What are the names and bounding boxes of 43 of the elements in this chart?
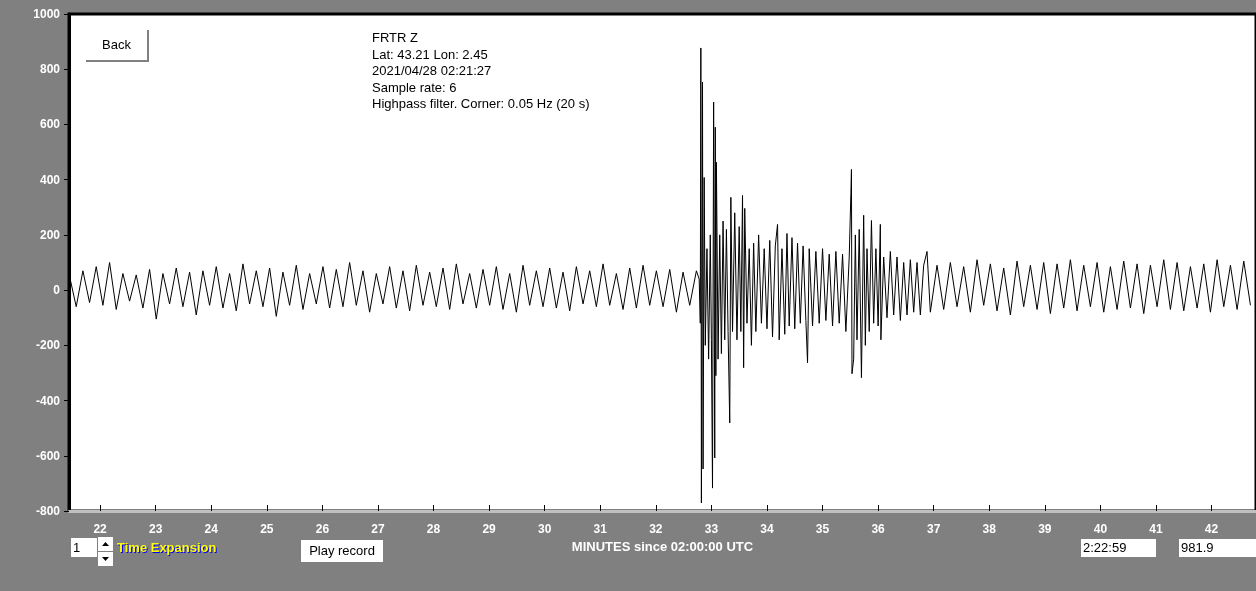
value-field[interactable]: 981.9 bbox=[1179, 539, 1256, 557]
time-field[interactable]: 2:22:59 bbox=[1081, 539, 1156, 557]
x-tick-label: 25 bbox=[260, 522, 274, 536]
x-tick-label: 42 bbox=[1204, 522, 1219, 536]
y-tick-label: 800 bbox=[39, 62, 61, 77]
y-tick-label: -200 bbox=[35, 338, 61, 353]
annotation: 2021/04/28 02:21:27 bbox=[372, 63, 492, 79]
x-tick-label: 37 bbox=[927, 522, 941, 536]
y-tick-label: -600 bbox=[35, 448, 61, 463]
back-button[interactable]: Back bbox=[86, 30, 149, 62]
y-tick-label: 1000 bbox=[33, 7, 61, 21]
x-tick-label: 31 bbox=[593, 522, 608, 536]
x-tick-label: 40 bbox=[1093, 522, 1108, 536]
x-tick-label: 35 bbox=[815, 522, 830, 536]
annotation: Sample rate: 6 bbox=[372, 79, 457, 96]
x-tick-label: 32 bbox=[649, 522, 663, 536]
x-tick-label: 28 bbox=[426, 522, 441, 536]
annotation: Lat: 43.21 Lon: 2.45 bbox=[372, 46, 488, 63]
x-tick-label: 34 bbox=[760, 522, 774, 536]
y-tick-label: 200 bbox=[39, 227, 61, 242]
annotation: FRTR Z bbox=[372, 30, 418, 46]
x-tick-label: 33 bbox=[704, 522, 719, 536]
text: Time Expansion bbox=[117, 539, 217, 557]
number-field[interactable]: 1 bbox=[71, 538, 97, 557]
x-tick-label: 26 bbox=[315, 522, 330, 536]
play-record-button[interactable]: Play record bbox=[301, 540, 383, 562]
x-tick-label: 30 bbox=[538, 522, 552, 536]
x-tick-label: 41 bbox=[1149, 522, 1163, 536]
y-tick-label: 600 bbox=[39, 117, 61, 132]
x-tick-label: 27 bbox=[371, 522, 385, 536]
y-tick-label: -800 bbox=[35, 504, 61, 518]
y-tick-label: 400 bbox=[39, 172, 61, 187]
x-tick-label: 36 bbox=[871, 522, 886, 536]
annotation: Highpass filter. Corner: 0.05 Hz (20 s) bbox=[372, 96, 590, 112]
x-tick-label: 39 bbox=[1038, 522, 1052, 536]
x-axis-title: MINUTES since 02:00:00 UTC bbox=[571, 538, 754, 554]
y-tick-label: 0 bbox=[53, 283, 61, 298]
x-tick-label: 22 bbox=[93, 522, 108, 536]
x-tick-label: 29 bbox=[482, 522, 497, 536]
x-tick-label: 23 bbox=[149, 522, 163, 536]
x-tick-label: 38 bbox=[982, 522, 997, 536]
y-tick-label: -400 bbox=[35, 393, 61, 408]
x-tick-label: 24 bbox=[204, 522, 219, 536]
